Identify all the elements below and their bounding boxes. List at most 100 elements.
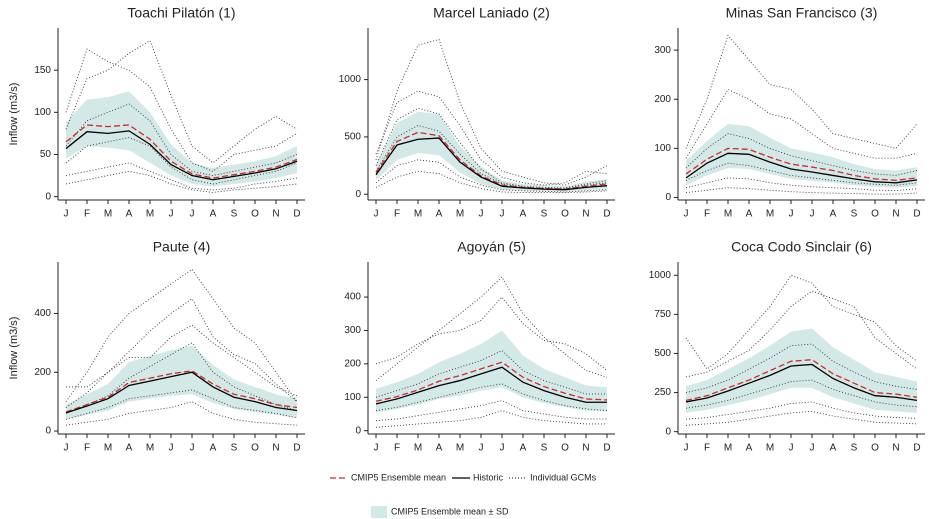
y-tick-label: 0 — [665, 426, 671, 437]
mean-line — [65, 370, 298, 413]
x-tick-label: A — [210, 209, 217, 220]
x-tick-label: O — [561, 209, 569, 220]
legend-label: Individual GCMs — [530, 472, 597, 482]
gcm-line — [375, 38, 608, 186]
historic-line — [65, 130, 298, 181]
x-tick-label: O — [251, 209, 259, 220]
gcm-line — [375, 159, 608, 193]
panel-title: Minas San Francisco (3) — [726, 5, 878, 21]
y-tick-label: 750 — [654, 309, 671, 320]
x-tick-label: D — [603, 209, 610, 220]
mean-line — [685, 147, 918, 181]
y-tick-label: 0 — [355, 425, 361, 436]
x-tick-label: F — [394, 209, 400, 220]
legend-label: Historic — [473, 472, 504, 482]
x-tick-label: F — [84, 209, 90, 220]
x-tick-label: A — [210, 443, 217, 454]
x-tick-label: M — [414, 443, 422, 454]
mean-line — [375, 361, 608, 402]
gcm-line — [685, 187, 918, 195]
historic-line — [375, 366, 607, 405]
x-tick-label: S — [851, 209, 858, 220]
x-tick-label: J — [500, 209, 505, 220]
y-tick-label: 0 — [665, 192, 671, 203]
y-tick-label: 50 — [40, 149, 52, 160]
gcm-line — [685, 379, 918, 409]
sd-band — [66, 91, 297, 187]
x-tick-label: N — [892, 209, 899, 220]
gcm-line — [685, 410, 918, 426]
gcm-line — [375, 349, 607, 398]
x-tick-label: A — [126, 443, 133, 454]
y-tick-label: 250 — [654, 387, 671, 398]
y-tick-label: 100 — [654, 143, 671, 154]
x-tick-label: A — [436, 209, 443, 220]
y-tick-label: 500 — [654, 348, 671, 359]
x-tick-label: M — [104, 443, 112, 454]
gcm-line — [65, 170, 298, 193]
x-tick-label: D — [913, 209, 920, 220]
y-tick-label: 100 — [34, 107, 51, 118]
historic-line — [685, 152, 918, 184]
y-tick-label: 150 — [34, 65, 51, 76]
x-tick-label: M — [766, 209, 774, 220]
y-tick-label: 0 — [45, 191, 51, 202]
x-tick-label: J — [64, 209, 69, 220]
x-tick-label: J — [190, 209, 195, 220]
x-tick-label: J — [810, 443, 815, 454]
x-tick-label: M — [146, 443, 154, 454]
x-tick-label: J — [479, 209, 484, 220]
y-tick-label: 500 — [344, 132, 361, 143]
gcm-line — [685, 177, 918, 192]
x-tick-label: S — [541, 209, 548, 220]
x-tick-label: A — [126, 209, 133, 220]
x-tick-label: M — [766, 443, 774, 454]
sd-band — [66, 345, 297, 420]
x-tick-label: S — [541, 443, 548, 454]
y-tick-label: 400 — [344, 292, 361, 303]
x-tick-label: J — [374, 443, 379, 454]
gcm-line — [375, 124, 608, 189]
gcm-line — [685, 343, 918, 394]
gcm-line — [66, 324, 298, 397]
sd-band — [376, 330, 607, 413]
x-tick-label: J — [789, 443, 794, 454]
x-tick-label: M — [724, 209, 732, 220]
x-tick-label: F — [394, 443, 400, 454]
x-tick-label: J — [500, 443, 505, 454]
x-tick-label: O — [871, 209, 879, 220]
x-tick-label: D — [603, 443, 610, 454]
x-tick-label: F — [704, 209, 710, 220]
x-tick-label: A — [830, 209, 837, 220]
gcm-line — [65, 389, 298, 420]
y-tick-label: 400 — [34, 308, 51, 319]
x-tick-label: J — [810, 209, 815, 220]
x-tick-label: M — [456, 209, 464, 220]
legend-label: CMIP5 Ensemble mean ± SD — [391, 506, 509, 516]
x-tick-label: M — [414, 209, 422, 220]
x-tick-label: D — [293, 209, 300, 220]
x-tick-label: S — [851, 443, 858, 454]
legend-label: CMIP5 Ensemble mean — [351, 472, 446, 482]
x-tick-label: M — [724, 443, 732, 454]
x-tick-label: J — [479, 443, 484, 454]
x-tick-label: J — [190, 443, 195, 454]
gcm-line — [65, 401, 298, 426]
gcm-line — [375, 410, 607, 428]
y-tick-label: 100 — [344, 392, 361, 403]
x-tick-label: N — [582, 443, 589, 454]
x-tick-label: J — [374, 209, 379, 220]
x-tick-label: F — [704, 443, 710, 454]
panel-title: Toachi Pilatón (1) — [127, 5, 235, 21]
x-tick-label: A — [520, 209, 527, 220]
gcm-line — [375, 296, 608, 371]
sd-band — [376, 111, 607, 192]
gcm-line — [375, 90, 608, 186]
gcm-line — [65, 48, 298, 172]
gcm-line — [685, 162, 918, 186]
x-tick-label: D — [913, 443, 920, 454]
y-tick-label: 200 — [34, 367, 51, 378]
x-tick-label: J — [684, 209, 689, 220]
x-tick-label: A — [520, 443, 527, 454]
y-axis-label: Inflow (m3/s) — [8, 317, 20, 380]
